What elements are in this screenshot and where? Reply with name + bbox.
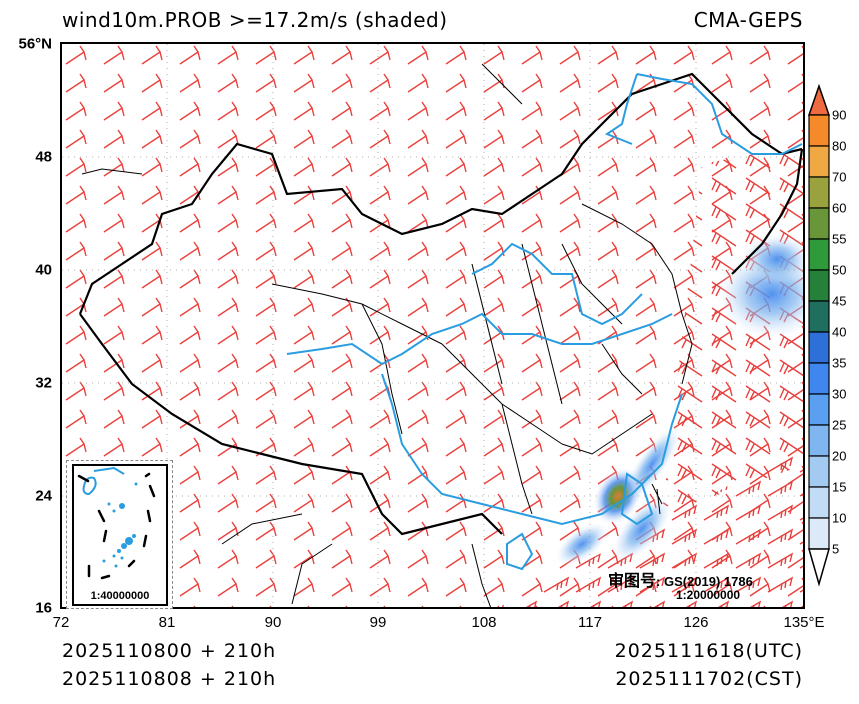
colorbar-label-30: 30 [832, 386, 847, 402]
approval-label: 审图号 [608, 571, 657, 590]
map-canvas [62, 44, 803, 607]
inset-frame: 1:40000000 [72, 464, 168, 606]
colorbar [807, 83, 831, 598]
colorbar-graphic [807, 83, 831, 587]
colorbar-label-55: 55 [832, 231, 847, 247]
approval-code: : GS(2019) 1786 [656, 574, 753, 589]
y-tick-40: 40 [35, 261, 52, 279]
colorbar-label-60: 60 [832, 200, 847, 216]
neighbor-boundaries [81, 63, 663, 607]
chart-title: wind10m.PROB >=17.2m/s (shaded) [62, 8, 448, 32]
map-panel [60, 42, 805, 609]
graticule [62, 44, 803, 607]
colorbar-label-70: 70 [832, 169, 847, 185]
colorbar-label-5: 5 [832, 541, 840, 557]
init-time-cst: 2025110808 + 210h [62, 668, 277, 690]
rivers [286, 73, 803, 571]
valid-time-utc: 2025111618(UTC) [614, 640, 803, 662]
x-tick-108: 108 [471, 614, 497, 631]
colorbar-label-25: 25 [832, 417, 847, 433]
colorbar-under-triangle [808, 548, 830, 587]
colorbar-label-35: 35 [832, 355, 847, 371]
prob-area-east-taiwan [612, 496, 672, 562]
colorbar-label-40: 40 [832, 324, 847, 340]
valid-time-cst: 2025111702(CST) [615, 668, 803, 690]
prob-area-korea-2 [742, 234, 803, 284]
south-china-sea-inset: 1:40000000 [66, 460, 173, 609]
x-tick-117: 117 [578, 614, 602, 631]
init-time-utc: 2025110800 + 210h [62, 640, 277, 662]
colorbar-over-triangle [807, 83, 831, 116]
y-tick-32: 32 [35, 374, 52, 392]
x-tick-135: 135°E [783, 614, 825, 631]
colorbar-label-20: 20 [832, 448, 847, 464]
x-tick-99: 99 [369, 614, 387, 631]
national-boundary [78, 72, 803, 536]
main-scale-label: 1:20000000 [676, 588, 741, 602]
colorbar-label-45: 45 [832, 293, 847, 309]
colorbar-label-50: 50 [832, 262, 847, 278]
inset-map [77, 466, 156, 580]
map-approval-number: 审图号: GS(2019) 1786 [608, 567, 753, 591]
colorbar-label-15: 15 [832, 479, 847, 495]
y-tick-56: 56°N [18, 35, 52, 53]
x-tick-72: 72 [52, 614, 70, 631]
y-tick-48: 48 [35, 148, 52, 166]
y-tick-24: 24 [35, 487, 52, 505]
colorbar-label-80: 80 [832, 138, 847, 154]
y-tick-16: 16 [35, 599, 52, 617]
x-tick-81: 81 [158, 614, 176, 631]
x-tick-90: 90 [264, 614, 282, 631]
inset-scale-label: 1:40000000 [90, 590, 150, 602]
provincial-boundaries [271, 203, 693, 515]
prob-area-south [555, 522, 609, 566]
colorbar-label-10: 10 [832, 510, 847, 526]
x-tick-126: 126 [683, 614, 709, 631]
colorbar-label-90: 90 [832, 107, 847, 123]
model-name: CMA-GEPS [693, 8, 803, 32]
